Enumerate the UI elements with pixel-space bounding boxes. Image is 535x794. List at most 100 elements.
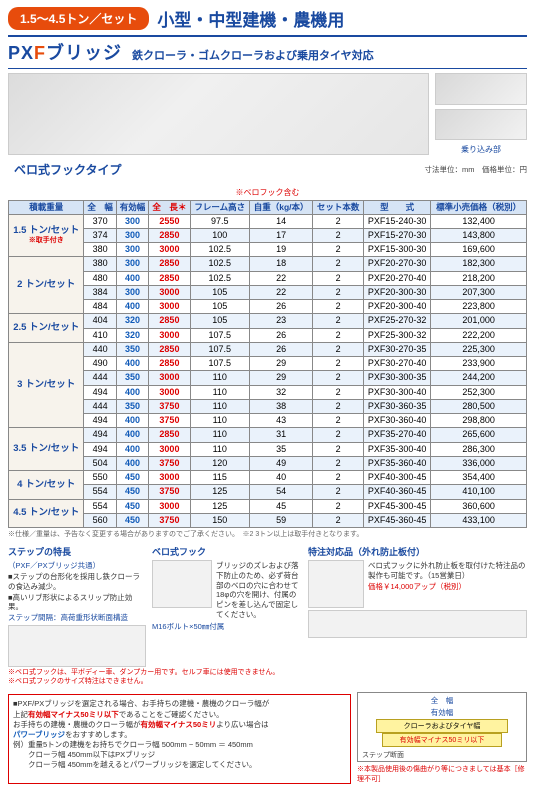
- cell: 110: [190, 414, 249, 428]
- rb-l5: 例）重量5トンの建機をお持ちでクローラ幅 500mm − 50mm ＝ 450m…: [13, 740, 346, 750]
- cell: 504: [84, 456, 116, 470]
- header-row: 1.5〜4.5トン／セット 小型・中型建機・農機用: [8, 6, 527, 31]
- cross-label-effwidth: 有効幅: [358, 707, 526, 718]
- cell: PXF30-270-40: [363, 357, 430, 371]
- load-cell: 4.5 トン/セット: [9, 499, 84, 528]
- cell: 110: [190, 371, 249, 385]
- cell: 2: [313, 385, 363, 399]
- cell: 2: [313, 328, 363, 342]
- table-row: 4944003750110432PXF30-360-40298,800: [9, 414, 527, 428]
- cell: 2: [313, 257, 363, 271]
- cell: 554: [84, 485, 116, 499]
- cell: 43: [249, 414, 313, 428]
- cell: 554: [84, 499, 116, 513]
- cell: 2: [313, 357, 363, 371]
- cell: 97.5: [190, 214, 249, 228]
- category-title: 小型・中型建機・農機用: [157, 6, 344, 31]
- cell: 105: [190, 300, 249, 314]
- cell: 18: [249, 257, 313, 271]
- cell: 336,000: [431, 456, 527, 470]
- opt-diagram-1: [308, 560, 364, 608]
- table-row: 4.5 トン/セット5544503000125452PXF45-300-4536…: [9, 499, 527, 513]
- cell: 2: [313, 271, 363, 285]
- cell: 494: [84, 414, 116, 428]
- rb-l1: ■PXF/PXブリッジを選定される場合、お手持ちの建機・農機のクローラ幅が: [13, 699, 346, 709]
- hero-side: 乗り込み部: [435, 73, 527, 155]
- final-footnote: ※本製品使用後の傷曲がり等につきましては基本［修理不可］: [357, 764, 527, 784]
- cell: PXF20-270-30: [363, 257, 430, 271]
- cell: 410,100: [431, 485, 527, 499]
- cell: 169,600: [431, 243, 527, 257]
- load-cell: 2.5 トン/セット: [9, 314, 84, 343]
- cell: 404: [84, 314, 116, 328]
- cell: 2: [313, 243, 363, 257]
- cell: 320: [116, 314, 148, 328]
- cell: 2: [313, 456, 363, 470]
- table-row: 3843003000105222PXF20-300-30207,300: [9, 285, 527, 299]
- rb-l6: クローラ幅 450mm以下はPXブリッジ: [13, 750, 346, 760]
- cell: 300: [116, 243, 148, 257]
- cell: 3000: [149, 285, 190, 299]
- opt-diagram-2: [308, 610, 527, 638]
- option-column: 特注対応品（外れ防止板付） ベロ式フックに外れ防止板を取付けた特注品の製作も可能…: [308, 545, 527, 667]
- cell: 22: [249, 271, 313, 285]
- cell: 102.5: [190, 257, 249, 271]
- cell: 244,200: [431, 371, 527, 385]
- hero-images: 乗り込み部: [8, 73, 527, 155]
- catalog-page: 1.5〜4.5トン／セット 小型・中型建機・農機用 PXFブリッジ 鉄クローラ・…: [0, 0, 535, 794]
- cell: PXF40-300-45: [363, 471, 430, 485]
- subtype-row: ベロ式フックタイプ 寸法単位：mm 価格単位：円: [8, 159, 527, 180]
- cell: 3750: [149, 456, 190, 470]
- length-note: ※ベロフック含む: [236, 188, 300, 197]
- th-weight: 自重（kg/本）: [249, 201, 313, 215]
- cell: 17: [249, 228, 313, 242]
- load-cell: 3.5 トン/セット: [9, 428, 84, 471]
- cell: 32: [249, 385, 313, 399]
- cell: 2: [313, 285, 363, 299]
- cell: 280,500: [431, 399, 527, 413]
- cell: 102.5: [190, 243, 249, 257]
- table-row: 3803003000102.5192PXF15-300-30169,600: [9, 243, 527, 257]
- table-row: 4904002850107.5292PXF30-270-40233,900: [9, 357, 527, 371]
- cell: 100: [190, 228, 249, 242]
- cell: 550: [84, 471, 116, 485]
- cell: PXF30-300-40: [363, 385, 430, 399]
- cell: 350: [116, 371, 148, 385]
- cell: 2850: [149, 228, 190, 242]
- cell: 3750: [149, 513, 190, 527]
- cell: 59: [249, 513, 313, 527]
- th-length: 全 長＊: [149, 201, 190, 215]
- cell: 110: [190, 385, 249, 399]
- cell: 3000: [149, 499, 190, 513]
- th-width: 全 幅: [84, 201, 116, 215]
- subtype-label: ベロ式フックタイプ: [8, 159, 128, 180]
- cell: 150: [190, 513, 249, 527]
- cell: 380: [84, 243, 116, 257]
- cell: 286,300: [431, 442, 527, 456]
- cell: PXF35-360-40: [363, 456, 430, 470]
- table-row: 4944003000110352PXF35-300-40286,300: [9, 442, 527, 456]
- cell: 252,300: [431, 385, 527, 399]
- cell: 494: [84, 385, 116, 399]
- table-row: 3743002850100172PXF15-270-30143,800: [9, 228, 527, 242]
- spec-thead: 積載重量 全 幅 有効幅 全 長＊ フレーム高さ 自重（kg/本） セット本数 …: [9, 201, 527, 215]
- hero-caption: 乗り込み部: [435, 144, 527, 155]
- bero-note-2: ※ベロ式フックのサイズ特注はできません。: [8, 678, 527, 687]
- product-title-row: PXFブリッジ 鉄クローラ・ゴムクローラおよび乗用タイヤ対応: [8, 35, 527, 69]
- th-effwidth: 有効幅: [116, 201, 148, 215]
- cell: 494: [84, 442, 116, 456]
- rb-l4: パワーブリッジをおすすめします。: [13, 730, 346, 740]
- cell: 182,300: [431, 257, 527, 271]
- cell: 2: [313, 485, 363, 499]
- cell: 3000: [149, 471, 190, 485]
- product-name-post: ブリッジ: [46, 43, 122, 63]
- cell: 132,400: [431, 214, 527, 228]
- cell: 350: [116, 399, 148, 413]
- cell: 2850: [149, 314, 190, 328]
- table-row: 5544503750125542PXF40-360-45410,100: [9, 485, 527, 499]
- cell: 105: [190, 314, 249, 328]
- cell: PXF15-240-30: [363, 214, 430, 228]
- lower-section: ステップの特長 （PXF／PXブリッジ共通） ■ステップの台形化を採用し鉄クロー…: [8, 545, 527, 667]
- product-name-highlight: F: [34, 43, 46, 63]
- cell: PXF35-270-40: [363, 428, 430, 442]
